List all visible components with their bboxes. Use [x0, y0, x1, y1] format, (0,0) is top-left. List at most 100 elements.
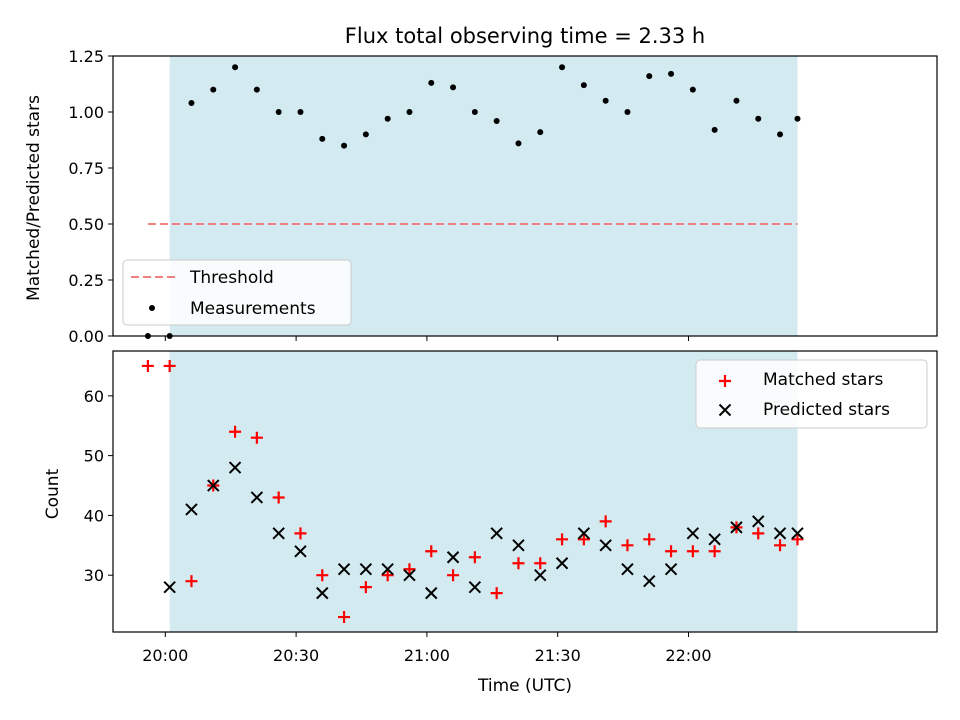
matched-star-point	[229, 425, 242, 438]
matched-star-point	[163, 359, 176, 372]
legend-box	[122, 259, 352, 326]
measurement-point	[275, 109, 282, 115]
predicted-star-point	[185, 503, 198, 516]
predicted-star-point	[163, 580, 176, 594]
matched-star-point	[316, 569, 329, 582]
predicted-star-point	[512, 539, 525, 552]
matched-star-point	[141, 359, 154, 372]
measurement-point	[515, 140, 522, 147]
matched-star-point	[250, 431, 263, 444]
predicted-star-point	[730, 521, 743, 534]
x-tick-label: 21:30	[535, 646, 581, 665]
x-axis-label: Time (UTC)	[477, 676, 572, 696]
matched-star-point	[556, 533, 569, 546]
observing-interval-shade	[169, 351, 798, 632]
matched-star-point	[447, 569, 460, 582]
matched-star-point	[403, 563, 416, 576]
legend-measurements-swatch	[149, 305, 155, 311]
measurement-point	[188, 100, 195, 107]
matched-star-point	[338, 611, 351, 624]
matched-star-point	[643, 533, 656, 546]
predicted-star-point	[664, 563, 678, 576]
predicted-star-point	[534, 568, 547, 582]
legend-predicted-swatch	[718, 403, 732, 417]
chart-title: Flux total observing time = 2.33 h	[345, 24, 705, 48]
predicted-star-point	[490, 527, 503, 540]
legend-matched-label: Matched stars	[763, 370, 883, 390]
measurement-point	[733, 97, 740, 104]
measurement-point	[559, 64, 566, 71]
measurement-point	[624, 109, 631, 115]
measurement-point	[471, 109, 478, 115]
y-tick-label: 1.25	[68, 47, 104, 66]
legend-matched-swatch	[719, 375, 731, 387]
predicted-star-point	[425, 586, 438, 600]
measurement-point	[406, 109, 413, 115]
predicted-star-point	[752, 515, 765, 528]
y-tick-label: 50	[84, 447, 104, 466]
matched-star-point	[774, 539, 787, 552]
legend-predicted-label: Predicted stars	[763, 400, 890, 420]
measurement-point	[384, 115, 391, 122]
predicted-star-point	[381, 563, 394, 576]
y-tick-label: 30	[84, 566, 104, 585]
measurement-point	[537, 129, 544, 136]
matched-star-point	[752, 527, 765, 540]
x-tick-label: 20:00	[142, 646, 188, 665]
top-y-axis-label: Matched/Predicted stars	[24, 95, 44, 301]
predicted-star-point	[359, 563, 373, 576]
measurement-point	[602, 97, 609, 104]
predicted-star-point	[272, 527, 285, 540]
bottom-y-axis-label: Count	[43, 468, 63, 519]
legend-threshold-label: Threshold	[189, 268, 274, 288]
predicted-star-point	[316, 586, 329, 600]
predicted-star-point	[577, 527, 591, 540]
measurement-point	[689, 86, 696, 93]
legend-measurements-label: Measurements	[190, 299, 316, 319]
predicted-star-point	[337, 563, 351, 576]
measurement-point	[580, 82, 587, 89]
axes-frame	[112, 350, 938, 633]
matched-star-point	[359, 581, 372, 594]
measurement-point	[794, 115, 801, 122]
measurement-point	[319, 135, 326, 142]
y-tick-label: 1.00	[68, 103, 104, 122]
predicted-star-point	[643, 574, 656, 588]
predicted-star-point	[250, 491, 264, 504]
measurement-point	[777, 131, 784, 138]
y-tick-label: 0.75	[68, 159, 104, 178]
legend-box	[695, 359, 928, 429]
y-tick-label: 40	[84, 506, 104, 525]
x-tick-label: 21:00	[404, 646, 450, 665]
measurement-point	[668, 70, 675, 77]
predicted-star-point	[207, 479, 220, 492]
y-tick-label: 0.00	[68, 327, 104, 346]
matched-star-point	[534, 557, 547, 570]
measurement-point	[646, 73, 653, 80]
measurement-point	[755, 115, 762, 122]
y-tick-label: 0.50	[68, 215, 104, 234]
matched-star-point	[490, 587, 503, 600]
predicted-star-point	[403, 568, 416, 582]
y-tick-label: 60	[84, 387, 104, 406]
measurement-point	[232, 64, 239, 71]
matched-star-point	[381, 569, 394, 582]
matched-star-point	[599, 515, 612, 528]
predicted-star-point	[294, 545, 307, 558]
measurement-point	[341, 142, 348, 149]
predicted-star-point	[708, 533, 721, 546]
matched-star-point	[621, 539, 634, 552]
predicted-star-point	[555, 557, 569, 570]
measurement-point	[362, 131, 369, 138]
matched-star-point	[708, 545, 721, 558]
matched-star-point	[665, 545, 678, 558]
matched-star-point	[468, 551, 481, 564]
measurement-point	[253, 86, 260, 93]
legend: Threshold Measurements	[122, 259, 352, 326]
legend: Matched stars Predicted stars	[695, 359, 928, 429]
x-tick-label: 22:00	[665, 646, 711, 665]
matched-star-point	[294, 527, 307, 540]
measurement-point	[297, 109, 304, 115]
predicted-star-point	[599, 539, 612, 552]
